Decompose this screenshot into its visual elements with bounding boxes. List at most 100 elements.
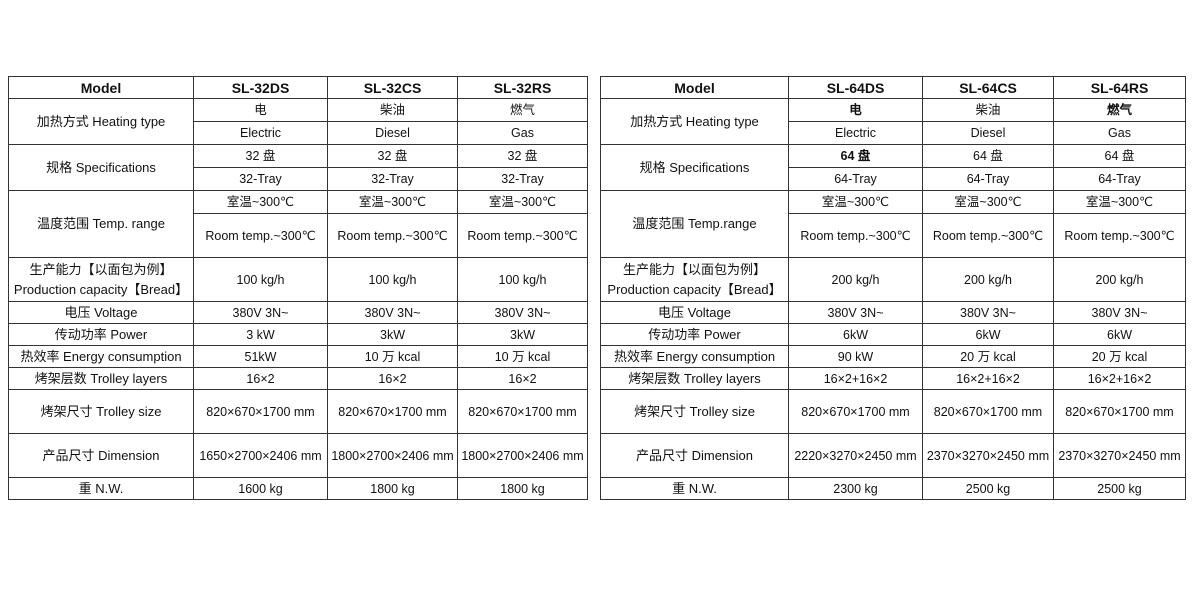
- cell-value: 64-Tray: [922, 167, 1054, 191]
- cell-value: 10 万 kcal: [457, 345, 588, 368]
- row-label: 温度范围 Temp.range: [600, 190, 789, 258]
- cell-value: 380V 3N~: [788, 301, 923, 324]
- row-label: 烤架尺寸 Trolley size: [600, 389, 789, 434]
- cell-value: 2370×3270×2450 mm: [1053, 433, 1186, 478]
- row-label: 重 N.W.: [8, 477, 194, 500]
- cell-value: 820×670×1700 mm: [193, 389, 328, 434]
- table-row: 生产能力【以面包为例】Production capacity【Bread】 200…: [600, 257, 1186, 302]
- row-label: 加热方式 Heating type: [600, 98, 789, 145]
- row-label: 烤架尺寸 Trolley size: [8, 389, 194, 434]
- cell-value: 1800×2700×2406 mm: [457, 433, 588, 478]
- cell-value: 2500 kg: [922, 477, 1054, 500]
- cell-value: 6kW: [922, 323, 1054, 346]
- table-row: 烤架尺寸 Trolley size 820×670×1700 mm 820×670×…: [600, 389, 1186, 434]
- cell-value: 200 kg/h: [788, 257, 923, 302]
- model-column-header: SL-64DS: [788, 76, 923, 99]
- cell-value: 32-Tray: [193, 167, 328, 191]
- row-label: 生产能力【以面包为例】Production capacity【Bread】: [600, 257, 789, 302]
- cell-value: 51kW: [193, 345, 328, 368]
- cell-value: 200 kg/h: [1053, 257, 1186, 302]
- cell-value: 室温~300℃: [327, 190, 458, 214]
- row-label: 电压 Voltage: [600, 301, 789, 324]
- table-row: Electric Diesel Gas: [601, 121, 1186, 145]
- model-column-header: SL-32RS: [457, 76, 588, 99]
- cell-value: Room temp.~300℃: [922, 213, 1054, 258]
- header-row: Model SL-64DS SL-64CS SL-64RS: [600, 76, 1186, 99]
- cell-value: 200 kg/h: [922, 257, 1054, 302]
- cell-value: Diesel: [327, 121, 458, 145]
- cell-value: 16×2: [327, 367, 458, 390]
- cell-value: 16×2+16×2: [922, 367, 1054, 390]
- table-row: 64-Tray 64-Tray 64-Tray: [601, 167, 1186, 191]
- row-label: 规格 Specifications: [8, 144, 194, 191]
- table-row: 重 N.W. 2300 kg 2500 kg 2500 kg: [600, 477, 1186, 500]
- table-row: 产品尺寸 Dimension 1650×2700×2406 mm 1800×2700…: [8, 433, 588, 478]
- table-row: 电压 Voltage 380V 3N~ 380V 3N~ 380V 3N~: [8, 301, 588, 324]
- cell-value: 16×2+16×2: [1053, 367, 1186, 390]
- cell-value: Room temp.~300℃: [788, 213, 923, 258]
- row-label: 传动功率 Power: [600, 323, 789, 346]
- cell-value: Gas: [457, 121, 588, 145]
- cell-value: 燃气: [457, 98, 588, 122]
- cell-value: 32 盘: [193, 144, 328, 168]
- cell-value: 6kW: [788, 323, 923, 346]
- cell-value: 64 盘: [1053, 144, 1186, 168]
- cell-value: Diesel: [922, 121, 1054, 145]
- cell-value: 室温~300℃: [193, 190, 328, 214]
- cell-value: 100 kg/h: [193, 257, 328, 302]
- spec-table-64: Model SL-64DS SL-64CS SL-64RS 加热方式 Heating t…: [600, 76, 1186, 500]
- model-column-header: SL-64RS: [1053, 76, 1186, 99]
- cell-value: Electric: [788, 121, 923, 145]
- table-row: 热效率 Energy consumption 90 kW 20 万 kcal 20 万…: [600, 345, 1186, 368]
- model-column-header: SL-32CS: [327, 76, 458, 99]
- model-label: Model: [600, 76, 789, 99]
- cell-value: 380V 3N~: [1053, 301, 1186, 324]
- cell-value: 64 盘: [788, 144, 923, 168]
- cell-value: 64 盘: [922, 144, 1054, 168]
- table-row: 温度范围 Temp. range 室温~300℃ 室温~300℃ 室温~300℃: [8, 190, 588, 258]
- cell-value: Room temp.~300℃: [1053, 213, 1186, 258]
- cell-value: 3kW: [327, 323, 458, 346]
- row-label: 烤架层数 Trolley layers: [8, 367, 194, 390]
- cell-value: 64-Tray: [788, 167, 923, 191]
- cell-value: 1600 kg: [193, 477, 328, 500]
- table-row: 32-Tray 32-Tray 32-Tray: [9, 167, 588, 191]
- cell-value: 20 万 kcal: [1053, 345, 1186, 368]
- row-label: 热效率 Energy consumption: [8, 345, 194, 368]
- cell-value: Electric: [193, 121, 328, 145]
- table-row: 规格 Specifications 64 盘 64 盘 64 盘: [600, 144, 1186, 191]
- cell-value: 1800 kg: [457, 477, 588, 500]
- spec-table-32: Model SL-32DS SL-32CS SL-32RS 加热方式 Heating t…: [8, 76, 588, 500]
- cell-value: 100 kg/h: [327, 257, 458, 302]
- cell-value: 820×670×1700 mm: [788, 389, 923, 434]
- cell-value: 32-Tray: [327, 167, 458, 191]
- cell-value: 柴油: [327, 98, 458, 122]
- cell-value: 20 万 kcal: [922, 345, 1054, 368]
- cell-value: 380V 3N~: [457, 301, 588, 324]
- row-label: 规格 Specifications: [600, 144, 789, 191]
- table-row: 规格 Specifications 32 盘 32 盘 32 盘: [8, 144, 588, 191]
- row-label: 温度范围 Temp. range: [8, 190, 194, 258]
- table-row: 产品尺寸 Dimension 2220×3270×2450 mm 2370×3270…: [600, 433, 1186, 478]
- cell-value: Room temp.~300℃: [327, 213, 458, 258]
- cell-value: 64-Tray: [1053, 167, 1186, 191]
- cell-value: 32 盘: [327, 144, 458, 168]
- row-label: 电压 Voltage: [8, 301, 194, 324]
- model-label: Model: [8, 76, 194, 99]
- table-row: 热效率 Energy consumption 51kW 10 万 kcal 10 万 …: [8, 345, 588, 368]
- cell-value: 6kW: [1053, 323, 1186, 346]
- cell-value: 380V 3N~: [327, 301, 458, 324]
- cell-value: Room temp.~300℃: [193, 213, 328, 258]
- table-row: 传动功率 Power 6kW 6kW 6kW: [600, 323, 1186, 346]
- row-label: 热效率 Energy consumption: [600, 345, 789, 368]
- table-row: 生产能力【以面包为例】Production capacity【Bread】 100…: [8, 257, 588, 302]
- cell-value: 2220×3270×2450 mm: [788, 433, 923, 478]
- table-row: Room temp.~300℃ Room temp.~300℃ Room temp.…: [9, 213, 588, 258]
- cell-value: 820×670×1700 mm: [922, 389, 1054, 434]
- table-row: 电压 Voltage 380V 3N~ 380V 3N~ 380V 3N~: [600, 301, 1186, 324]
- cell-value: 1800×2700×2406 mm: [327, 433, 458, 478]
- row-label: 传动功率 Power: [8, 323, 194, 346]
- model-column-header: SL-32DS: [193, 76, 328, 99]
- row-label: 产品尺寸 Dimension: [600, 433, 789, 478]
- row-label: 生产能力【以面包为例】Production capacity【Bread】: [8, 257, 194, 302]
